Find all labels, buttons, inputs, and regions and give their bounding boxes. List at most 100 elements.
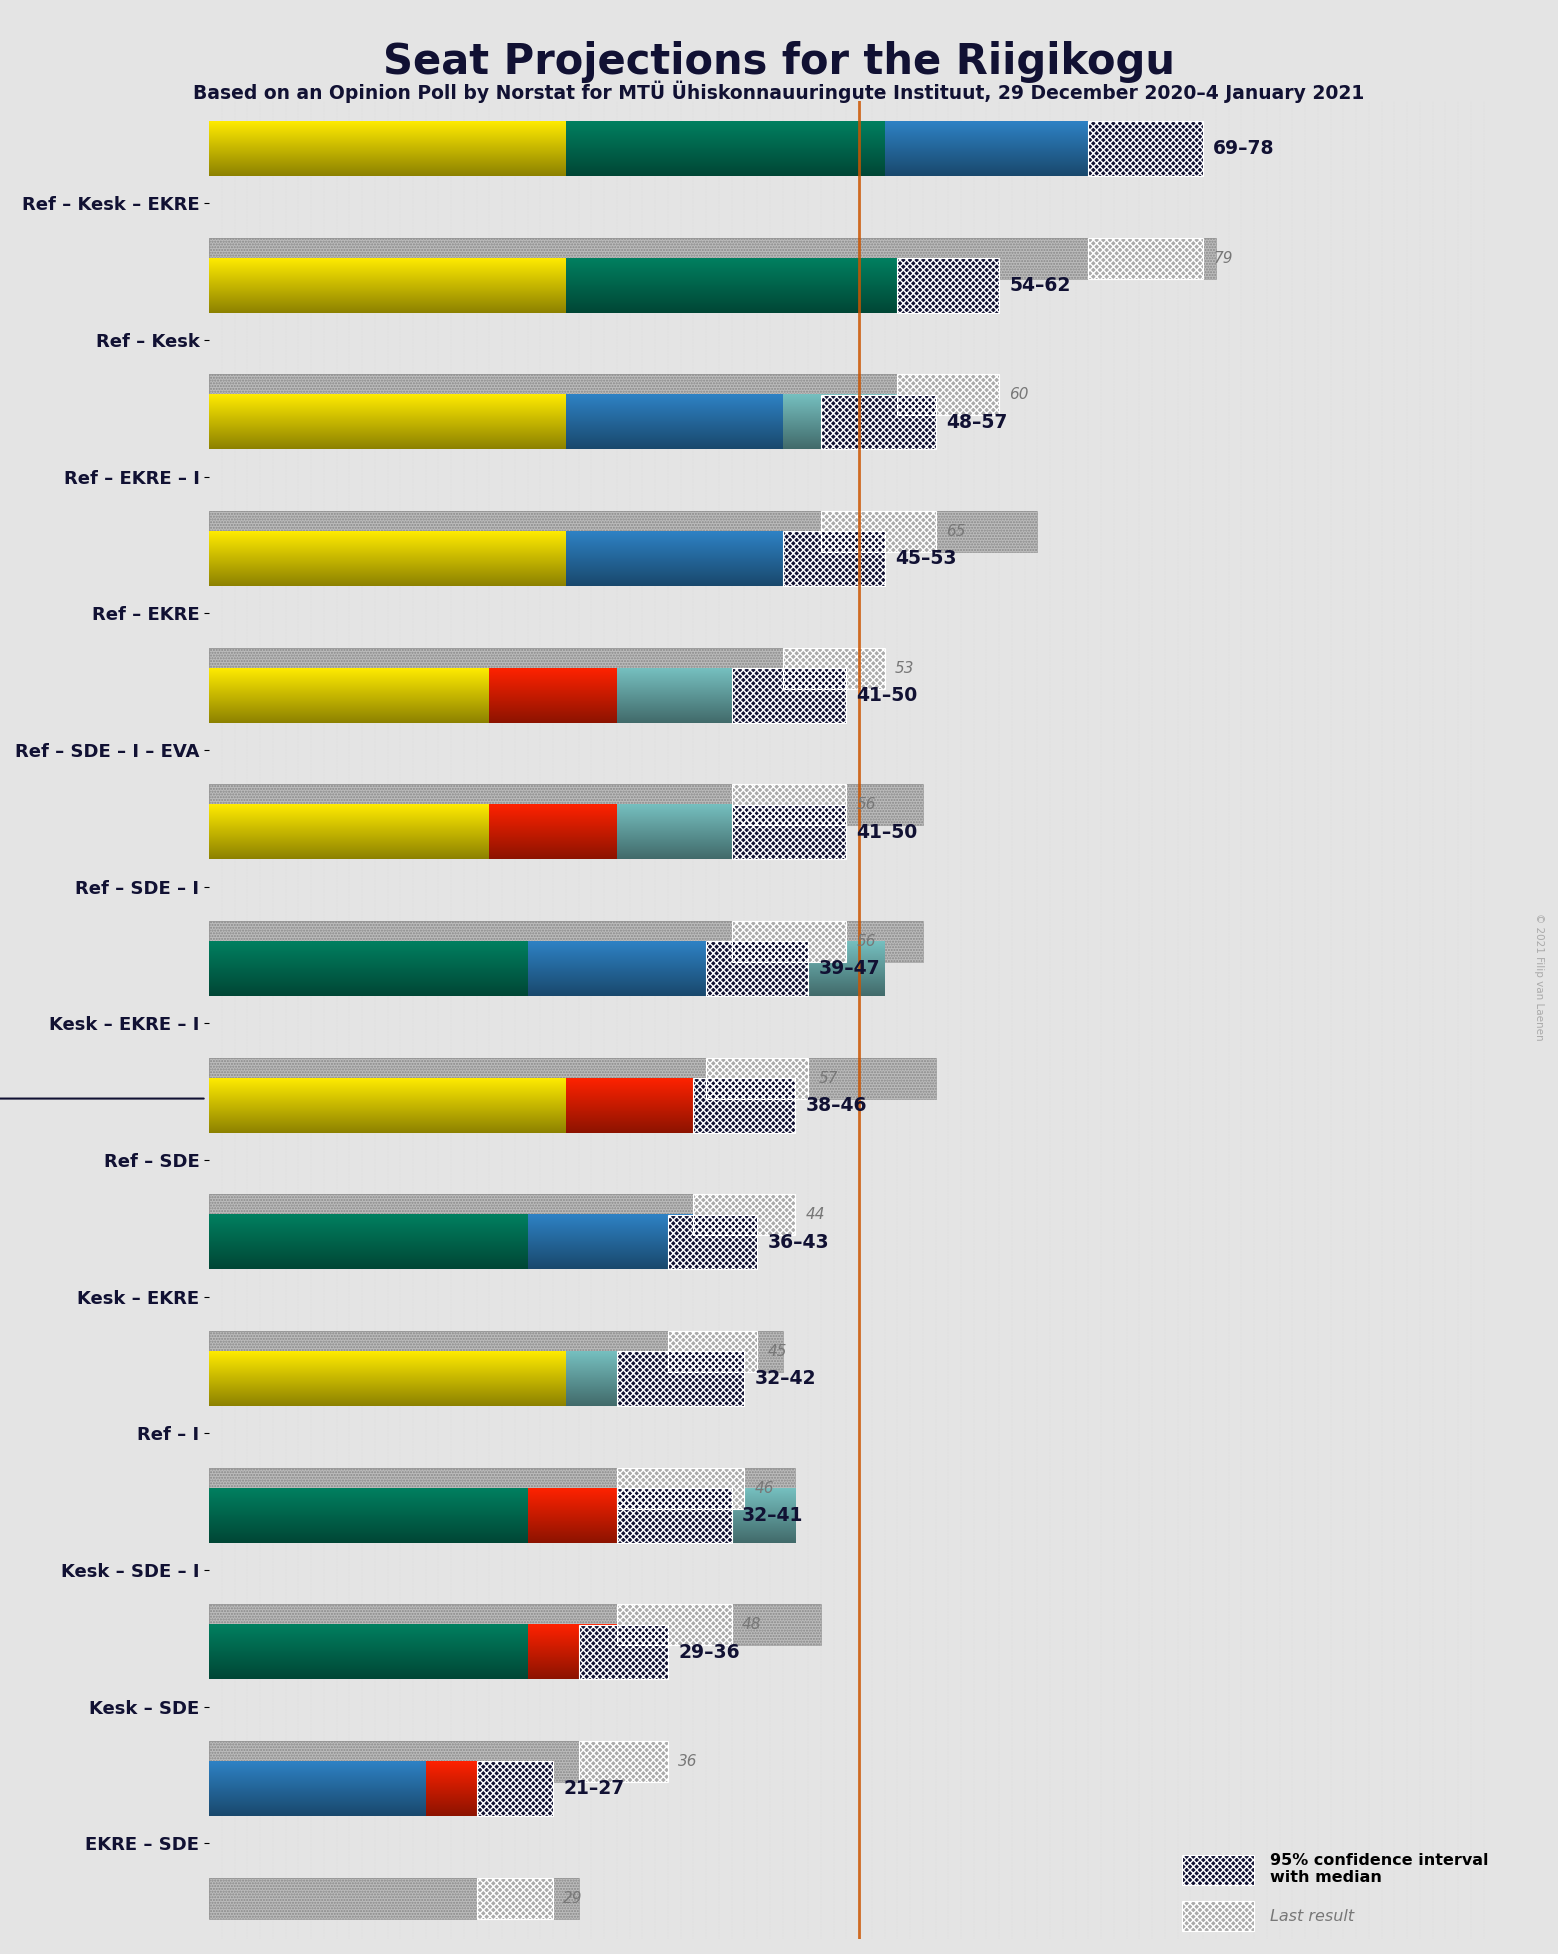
Text: 36–43: 36–43 <box>767 1233 829 1253</box>
Bar <box>477 1761 553 1815</box>
Bar <box>668 1331 757 1372</box>
Bar <box>732 668 846 723</box>
Bar <box>897 375 999 416</box>
Bar <box>706 942 809 997</box>
Bar <box>578 1624 668 1678</box>
Bar <box>782 647 885 688</box>
Bar <box>578 1624 668 1678</box>
Text: 41–50: 41–50 <box>857 686 918 705</box>
Bar <box>821 395 935 449</box>
Bar <box>477 1878 553 1919</box>
Text: 69–78: 69–78 <box>1214 139 1274 158</box>
Bar <box>209 1741 668 1782</box>
Text: 45: 45 <box>767 1344 787 1358</box>
Text: © 2021 Filip van Laenen: © 2021 Filip van Laenen <box>1535 913 1544 1041</box>
Bar <box>668 1215 757 1270</box>
Text: 57: 57 <box>818 1071 838 1086</box>
Bar <box>209 647 885 688</box>
Text: 41–50: 41–50 <box>857 823 918 842</box>
Bar <box>209 920 922 961</box>
Bar <box>617 1604 732 1645</box>
Text: 44: 44 <box>805 1208 826 1221</box>
Bar <box>209 784 922 825</box>
Bar <box>477 1761 553 1815</box>
Bar <box>209 510 1038 551</box>
Bar <box>693 1194 795 1235</box>
Bar <box>209 1331 782 1372</box>
Bar <box>706 1057 809 1098</box>
Text: 48: 48 <box>742 1618 762 1632</box>
Text: 36: 36 <box>678 1755 698 1768</box>
Text: 54–62: 54–62 <box>1010 276 1070 295</box>
Bar <box>732 805 846 860</box>
Bar <box>209 1741 668 1782</box>
Text: 38–46: 38–46 <box>805 1096 866 1116</box>
Bar <box>209 1057 935 1098</box>
Bar <box>1089 121 1203 176</box>
Bar <box>209 1194 770 1235</box>
Legend: 95% confidence interval
with median, Last result: 95% confidence interval with median, Las… <box>1183 1852 1488 1931</box>
Bar <box>209 920 922 961</box>
Bar <box>732 920 846 961</box>
Text: 79: 79 <box>1214 250 1232 266</box>
Text: 29: 29 <box>564 1891 583 1905</box>
Text: 56: 56 <box>857 934 876 950</box>
Text: 21–27: 21–27 <box>564 1780 625 1798</box>
Bar <box>821 395 935 449</box>
Text: 39–47: 39–47 <box>818 959 880 979</box>
Bar <box>897 375 999 416</box>
Bar <box>209 238 1215 279</box>
Bar <box>578 1741 668 1782</box>
Bar <box>209 1194 770 1235</box>
Text: 46: 46 <box>754 1481 774 1495</box>
Bar <box>732 920 846 961</box>
Bar <box>209 238 1215 279</box>
Bar <box>209 784 922 825</box>
Bar <box>617 1467 745 1508</box>
Text: 32–41: 32–41 <box>742 1507 804 1524</box>
Bar <box>209 1604 821 1645</box>
Text: 45–53: 45–53 <box>894 549 957 569</box>
Bar <box>668 1331 757 1372</box>
Bar <box>209 1331 782 1372</box>
Bar <box>617 1489 732 1544</box>
Bar <box>706 942 809 997</box>
Text: Based on an Opinion Poll by Norstat for MTÜ Ühiskonnauuringute Instituut, 29 Dec: Based on an Opinion Poll by Norstat for … <box>193 80 1365 102</box>
Text: 60: 60 <box>1010 387 1028 403</box>
Bar <box>782 531 885 586</box>
Text: 32–42: 32–42 <box>754 1370 816 1387</box>
Bar <box>209 1057 935 1098</box>
Bar <box>706 1057 809 1098</box>
Bar <box>1089 238 1203 279</box>
Bar <box>578 1741 668 1782</box>
Bar <box>617 1352 745 1407</box>
Bar <box>209 375 974 416</box>
Bar <box>209 1467 795 1508</box>
Bar <box>693 1079 795 1133</box>
Bar <box>668 1215 757 1270</box>
Bar <box>1089 238 1203 279</box>
Bar <box>782 647 885 688</box>
Text: 53: 53 <box>894 660 915 676</box>
Bar <box>821 510 935 551</box>
Text: 65: 65 <box>946 524 966 539</box>
Bar <box>209 1878 578 1919</box>
Bar <box>209 1467 795 1508</box>
Bar <box>209 510 1038 551</box>
Bar <box>732 805 846 860</box>
Bar <box>897 258 999 313</box>
Bar <box>897 258 999 313</box>
Bar <box>617 1467 745 1508</box>
Bar <box>732 784 846 825</box>
Bar <box>209 375 974 416</box>
Bar <box>732 668 846 723</box>
Bar <box>617 1604 732 1645</box>
Bar <box>821 510 935 551</box>
Bar <box>617 1489 732 1544</box>
Bar <box>209 647 885 688</box>
Bar <box>209 1604 821 1645</box>
Bar <box>782 531 885 586</box>
Bar <box>617 1352 745 1407</box>
Text: 48–57: 48–57 <box>946 412 1006 432</box>
Bar <box>477 1878 553 1919</box>
